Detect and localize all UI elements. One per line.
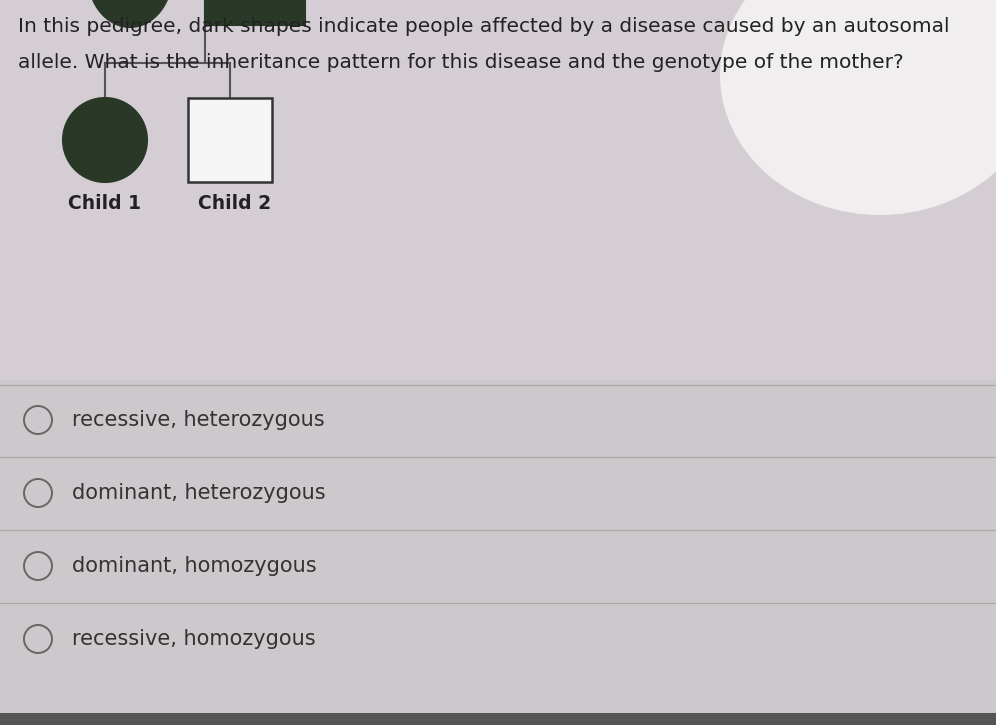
Ellipse shape: [720, 0, 996, 215]
Bar: [205, 0, 305, 25]
Text: recessive, heterozygous: recessive, heterozygous: [72, 410, 325, 430]
Bar: [188, 98, 272, 182]
Text: Child 2: Child 2: [198, 194, 272, 213]
Text: allele. What is the inheritance pattern for this disease and the genotype of the: allele. What is the inheritance pattern …: [18, 53, 903, 72]
Bar: [0, 713, 996, 725]
Text: recessive, homozygous: recessive, homozygous: [72, 629, 316, 649]
Text: In this pedigree, dark shapes indicate people affected by a disease caused by an: In this pedigree, dark shapes indicate p…: [18, 17, 949, 36]
Bar: [0, 380, 996, 725]
Text: dominant, heterozygous: dominant, heterozygous: [72, 483, 326, 503]
Text: Child 1: Child 1: [69, 194, 141, 213]
Text: dominant, homozygous: dominant, homozygous: [72, 556, 317, 576]
Ellipse shape: [63, 98, 147, 182]
Ellipse shape: [88, 0, 172, 27]
Bar: [0, 0, 996, 380]
